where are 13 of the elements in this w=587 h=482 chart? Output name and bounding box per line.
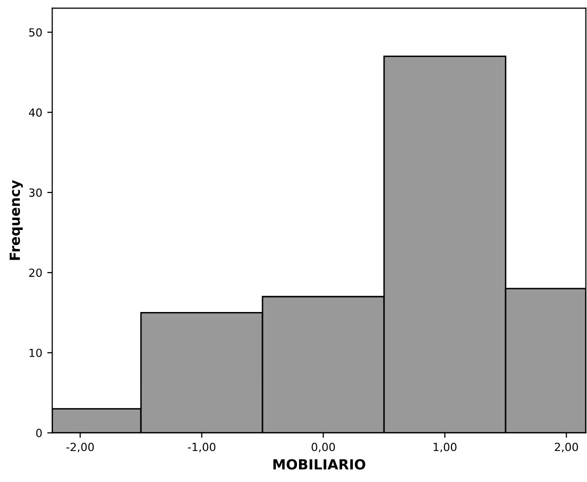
x-axis-title: MOBILIARIO — [273, 459, 366, 470]
y-tick-label: 40 — [28, 108, 42, 117]
x-tick-label: -1,00 — [188, 442, 216, 452]
y-tick-label: 50 — [29, 28, 42, 37]
x-tick-label: -2,00 — [66, 442, 94, 452]
y-tick-label: 10 — [30, 348, 42, 358]
x-tick-label: 2,00 — [554, 442, 578, 452]
y-tick-label: 20 — [29, 268, 42, 277]
x-tick-label: 1,00 — [434, 442, 456, 452]
y-tick-label: 0 — [36, 428, 42, 438]
x-tick-label: 0,00 — [312, 442, 335, 452]
y-tick-label: 30 — [29, 188, 42, 197]
y-axis-title: Frequency — [10, 180, 23, 260]
